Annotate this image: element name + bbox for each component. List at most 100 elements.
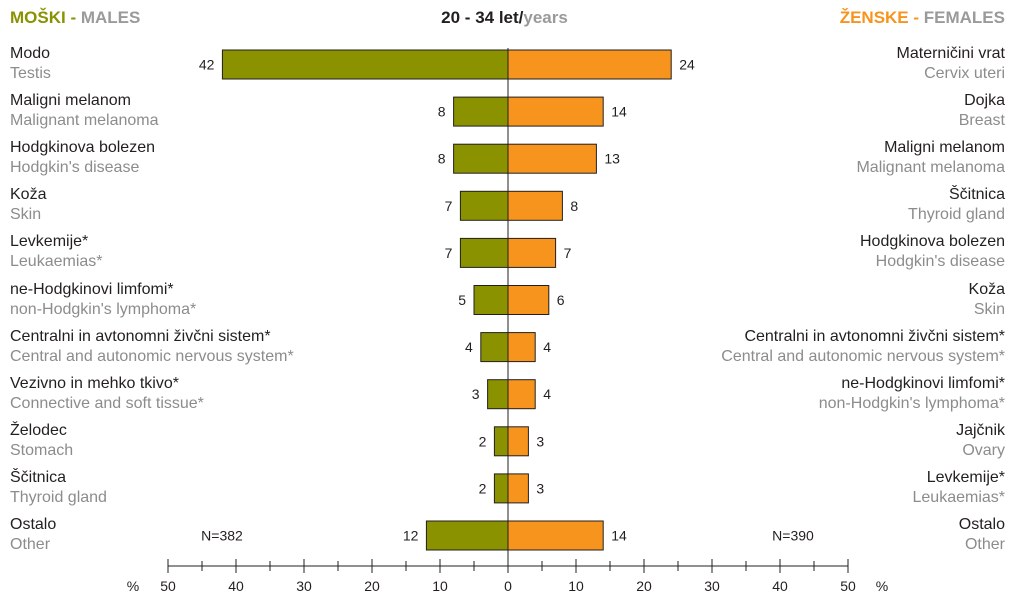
x-tick-label: 50 xyxy=(160,578,176,594)
male-value-label: 7 xyxy=(445,245,453,261)
female-category-name-en: Malignant melanoma xyxy=(856,159,1005,177)
male-bar xyxy=(480,332,509,363)
female-category-name-en: Central and autonomic nervous system* xyxy=(721,347,1005,365)
female-value-label: 14 xyxy=(611,528,627,544)
female-bar xyxy=(507,426,529,457)
female-category-label: Ostalo Other xyxy=(959,515,1005,555)
male-category-label: Modo Testis xyxy=(10,44,51,84)
chart-title: 20 - 34 let/years xyxy=(0,8,1009,28)
female-bar xyxy=(507,96,604,127)
x-tick-label: 20 xyxy=(636,578,652,594)
males-n-label: N=382 xyxy=(201,528,243,544)
female-category-name-sl: Materničini vrat xyxy=(896,45,1005,62)
male-category-name-en: Hodgkin's disease xyxy=(10,159,140,177)
female-bar xyxy=(507,143,597,174)
male-category-name-sl: ne-Hodgkinovi limfomi* xyxy=(10,280,174,298)
male-category-label: ne-Hodgkinovi limfomi* non-Hodgkin's lymp… xyxy=(10,280,196,320)
females-heading-en: FEMALES xyxy=(923,8,1005,27)
male-bar xyxy=(493,426,509,457)
female-value-label: 3 xyxy=(536,433,544,449)
female-category-name-en: Breast xyxy=(958,112,1005,130)
male-category-name-sl: Ostalo xyxy=(10,516,57,533)
male-category-label: Vezivno in mehko tkivo* Connective and so… xyxy=(10,374,204,414)
female-bar xyxy=(507,332,536,363)
male-category-name-sl: Koža xyxy=(10,186,47,204)
female-category-label: Centralni in avtonomni živčni sistem* Cen… xyxy=(721,327,1005,367)
x-unit-right: % xyxy=(876,578,888,594)
x-tick-label: 50 xyxy=(840,578,856,594)
female-category-label: Jajčnik Ovary xyxy=(956,421,1005,461)
x-tick-label: 30 xyxy=(296,578,312,594)
female-value-label: 14 xyxy=(611,104,627,120)
female-category-name-sl: Maligni melanom xyxy=(884,139,1005,157)
female-bar xyxy=(507,379,536,410)
male-category-name-sl: Levkemije* xyxy=(10,233,89,251)
female-value-label: 4 xyxy=(543,339,551,355)
female-bar xyxy=(507,473,529,504)
female-category-label: ne-Hodgkinovi limfomi* non-Hodgkin's lymp… xyxy=(819,374,1005,414)
female-category-name-sl: Dojka xyxy=(964,92,1005,110)
male-bar xyxy=(487,379,509,410)
male-value-label: 7 xyxy=(445,198,453,214)
female-category-name-sl: ne-Hodgkinovi limfomi* xyxy=(841,374,1005,392)
male-value-label: 2 xyxy=(479,433,487,449)
female-bar xyxy=(507,285,550,315)
chart-title-main: 20 - 34 let/ xyxy=(441,8,524,27)
female-bar xyxy=(507,190,563,221)
males-heading-en: MALES xyxy=(80,8,141,27)
male-category-label: Centralni in avtonomni živčni sistem* Cen… xyxy=(10,327,294,367)
x-tick-label: 0 xyxy=(504,578,512,594)
male-category-name-en: Thyroid gland xyxy=(10,488,107,506)
female-category-label: Hodgkinova bolezen Hodgkin's disease xyxy=(860,232,1005,272)
female-category-name-sl: Koža xyxy=(968,280,1005,298)
female-value-label: 8 xyxy=(570,198,578,214)
male-value-label: 8 xyxy=(438,104,446,120)
male-value-label: 12 xyxy=(403,528,419,544)
female-category-name-sl: Hodgkinova bolezen xyxy=(860,233,1005,251)
male-category-name-en: Skin xyxy=(10,206,42,224)
male-category-name-sl: Maligni melanom xyxy=(10,92,131,110)
male-category-label: Ščitnica Thyroid gland xyxy=(10,468,107,508)
males-heading: MOŠKI - MALES xyxy=(10,8,140,28)
male-category-label: Želodec Stomach xyxy=(10,421,73,461)
x-tick-label: 10 xyxy=(568,578,584,594)
male-value-label: 4 xyxy=(465,339,473,355)
male-bar xyxy=(459,190,509,221)
female-category-name-en: Other xyxy=(964,536,1005,553)
female-value-label: 3 xyxy=(536,480,544,496)
males-heading-sep: - xyxy=(65,8,81,27)
x-tick-label: 40 xyxy=(228,578,244,594)
x-unit-left: % xyxy=(127,578,139,594)
male-bar xyxy=(453,96,509,127)
x-tick-label: 40 xyxy=(772,578,788,594)
male-category-label: Levkemije* Leukaemias* xyxy=(10,232,103,272)
male-category-name-en: Connective and soft tissue* xyxy=(10,394,204,412)
male-value-label: 5 xyxy=(458,292,466,308)
x-tick-label: 10 xyxy=(432,578,448,594)
male-bar xyxy=(221,49,509,80)
females-n-label: N=390 xyxy=(772,528,814,544)
female-bar xyxy=(507,520,604,551)
x-tick-label: 30 xyxy=(704,578,720,594)
male-category-name-sl: Vezivno in mehko tkivo* xyxy=(10,374,179,392)
male-category-name-sl: Hodgkinova bolezen xyxy=(10,139,155,157)
female-category-label: Koža Skin xyxy=(969,280,1005,320)
females-heading-sep: - xyxy=(908,8,924,27)
female-category-label: Maligni melanom Malignant melanoma xyxy=(856,138,1005,178)
female-category-label: Materničini vrat Cervix uteri xyxy=(897,44,1005,84)
female-value-label: 13 xyxy=(604,151,620,167)
male-category-name-sl: Centralni in avtonomni živčni sistem* xyxy=(10,327,271,345)
male-bar xyxy=(459,237,509,268)
female-category-name-en: Skin xyxy=(973,300,1005,318)
male-category-label: Hodgkinova bolezen Hodgkin's disease xyxy=(10,138,155,178)
male-category-name-en: Central and autonomic nervous system* xyxy=(10,347,294,365)
female-category-name-sl: Centralni in avtonomni živčni sistem* xyxy=(744,327,1005,345)
female-category-name-sl: Ostalo xyxy=(958,516,1005,533)
male-value-label: 42 xyxy=(199,57,215,73)
female-category-label: Dojka Breast xyxy=(959,91,1005,131)
male-bar xyxy=(493,473,509,504)
female-category-name-en: Hodgkin's disease xyxy=(875,253,1005,271)
female-category-name-en: Leukaemias* xyxy=(912,488,1006,506)
x-tick-label: 20 xyxy=(364,578,380,594)
